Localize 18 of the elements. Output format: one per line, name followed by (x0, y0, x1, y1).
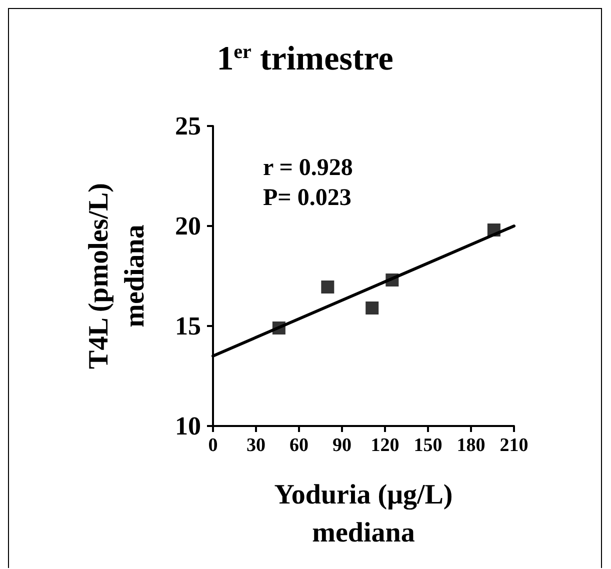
y-axis-title: T4L (pmoles/L) mediana (84, 183, 150, 369)
point (366, 302, 379, 314)
y-tick-label: 15 (175, 312, 201, 340)
x-tick-label: 120 (370, 435, 400, 456)
x-tick-label: 30 (246, 435, 266, 456)
annotation: r = 0.928 (263, 155, 353, 181)
x-tick-label: 0 (208, 435, 218, 456)
point (321, 280, 334, 294)
x-tick-label: 180 (456, 435, 486, 456)
annotation: P= 0.023 (263, 185, 352, 211)
x-axis-title: Yoduria (μg/L) mediana (274, 480, 453, 548)
y-tick-label: 25 (175, 112, 201, 140)
x-tick-label: 150 (414, 435, 442, 456)
x-tick-label: 60 (290, 435, 308, 456)
x-tick-label: 210 (500, 435, 528, 456)
y-tick-label: 20 (175, 212, 201, 240)
x-tick-label: 90 (332, 435, 352, 456)
y-tick-label: 10 (175, 412, 201, 440)
